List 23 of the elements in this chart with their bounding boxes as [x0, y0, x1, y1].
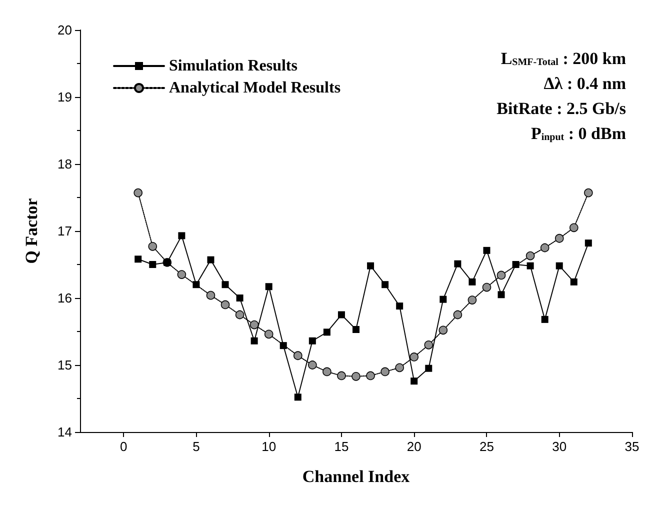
x-tick-label: 10	[262, 439, 276, 454]
x-tick-label: 25	[480, 439, 494, 454]
y-tick-label: 20	[58, 22, 72, 38]
annotation: Δλ : 0.4 nm	[544, 74, 626, 93]
annotation: BitRate : 2.5 Gb/s	[496, 99, 626, 118]
y-tick-label: 14	[58, 424, 72, 440]
annotation: LSMF-Total : 200 km	[500, 49, 626, 68]
x-tick-label: 0	[120, 439, 128, 454]
x-axis-title: Channel Index	[302, 467, 410, 486]
y-tick-label: 19	[58, 90, 72, 104]
legend-label: Simulation Results	[169, 58, 298, 74]
y-tick-label: 18	[58, 156, 72, 172]
y-axis-title: Q Factor	[22, 198, 41, 264]
annotation: Pinput : 0 dBm	[530, 124, 626, 143]
x-tick-label: 15	[334, 439, 349, 454]
x-tick-label: 35	[624, 439, 640, 454]
y-tick-label: 16	[58, 290, 72, 306]
y-tick-label: 17	[58, 224, 72, 238]
y-tick-label: 15	[58, 358, 72, 372]
x-tick-label: 5	[192, 439, 200, 454]
x-tick-label: 30	[552, 439, 567, 454]
legend-label: Analytical Model Results	[169, 80, 341, 96]
x-tick-label: 20	[406, 439, 422, 454]
